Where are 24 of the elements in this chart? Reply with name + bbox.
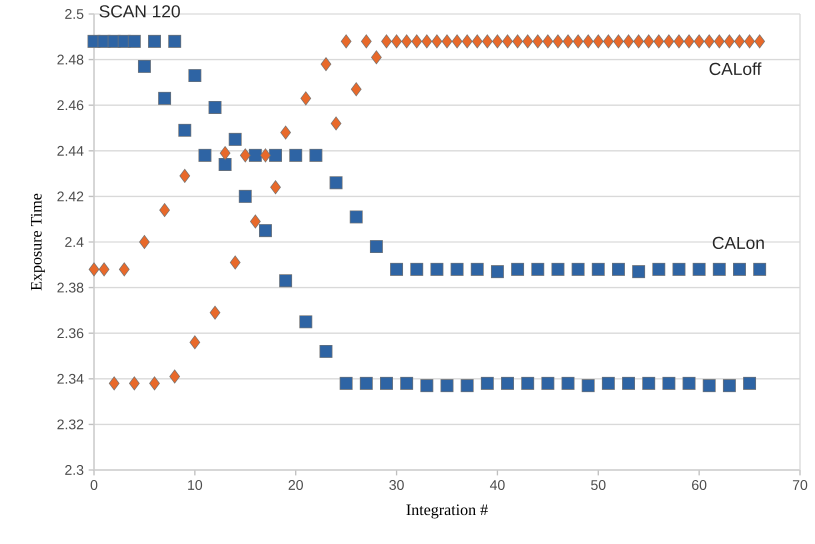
- x-tick-label: 70: [792, 480, 808, 490]
- annotation: CALon: [712, 236, 764, 250]
- y-tick-label: 2.32: [57, 419, 84, 430]
- y-tick-label: 2.48: [57, 54, 84, 65]
- y-axis-title: Exposure Time: [30, 194, 45, 290]
- x-tick-label: 20: [288, 480, 303, 490]
- y-tick-label: 2.3: [65, 465, 84, 475]
- x-axis-title: Integration #: [406, 504, 488, 518]
- x-tick-label: 10: [188, 480, 202, 490]
- annotation: SCAN 120: [100, 5, 180, 18]
- annotation: CALoff: [710, 62, 762, 76]
- y-tick-label: 2.42: [57, 192, 84, 202]
- y-tick-label: 2.34: [57, 374, 84, 384]
- y-tick-label: 2.36: [57, 328, 84, 338]
- y-tick-label: 2.46: [57, 100, 84, 110]
- x-tick-label: 30: [389, 480, 404, 490]
- y-tick-label: 2.4: [65, 237, 84, 247]
- x-tick-label: 60: [692, 480, 706, 490]
- y-tick-label: 2.38: [57, 282, 84, 293]
- x-tick-label: 40: [490, 480, 505, 490]
- y-tick-label: 2.5: [65, 9, 84, 19]
- x-tick-label: 50: [591, 480, 606, 490]
- x-tick-label: 0: [90, 480, 98, 490]
- y-tick-label: 2.44: [57, 146, 84, 156]
